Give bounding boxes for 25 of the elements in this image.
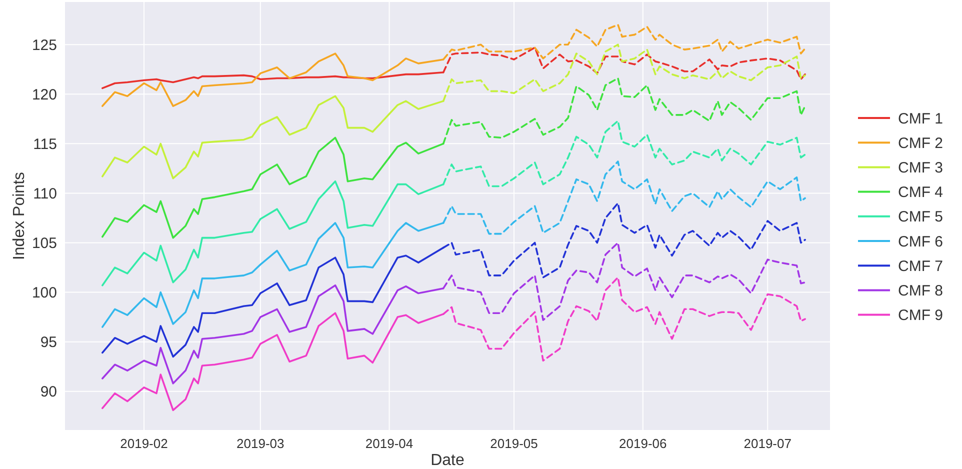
y-tick-label: 100 xyxy=(32,284,57,302)
legend-label: CMF 7 xyxy=(898,258,943,275)
legend-label: CMF 1 xyxy=(898,110,943,128)
x-tick-label: 2019-02 xyxy=(120,436,168,451)
legend-label: CMF 4 xyxy=(898,184,943,202)
legend-label: CMF 2 xyxy=(898,134,943,152)
y-tick-label: 90 xyxy=(40,384,57,401)
x-tick-label: 2019-06 xyxy=(619,436,667,451)
y-tick-label: 110 xyxy=(33,185,57,202)
y-tick-label: 95 xyxy=(40,334,57,352)
y-tick-label: 105 xyxy=(32,235,57,252)
legend-label: CMF 9 xyxy=(898,307,943,324)
x-axis-title: Date xyxy=(430,452,464,469)
x-tick-label: 2019-07 xyxy=(744,436,792,451)
legend-label: CMF 8 xyxy=(898,282,943,300)
legend-label: CMF 3 xyxy=(898,159,943,176)
x-tick-label: 2019-03 xyxy=(236,436,284,451)
legend-label: CMF 6 xyxy=(898,233,943,250)
legend-label: CMF 5 xyxy=(898,208,943,226)
x-tick-label: 2019-05 xyxy=(490,436,538,451)
y-tick-label: 120 xyxy=(32,86,57,104)
y-tick-label: 125 xyxy=(32,36,57,54)
y-tick-label: 115 xyxy=(33,136,57,153)
y-axis-title: Index Points xyxy=(11,172,28,260)
x-tick-label: 2019-04 xyxy=(365,436,414,451)
